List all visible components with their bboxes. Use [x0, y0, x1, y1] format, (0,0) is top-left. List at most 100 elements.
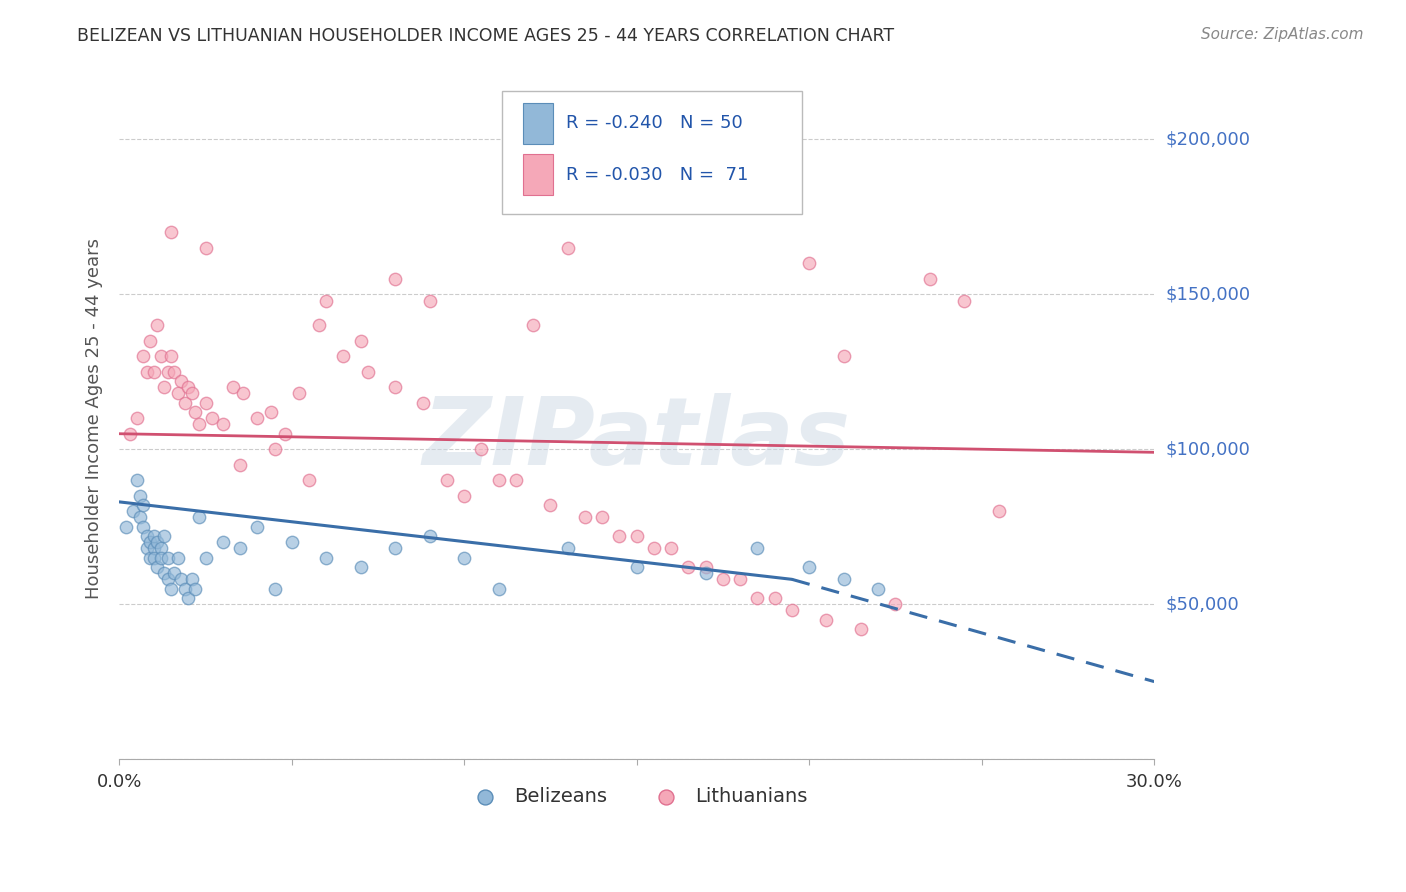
Point	[129, 489, 152, 503]
Point	[170, 374, 193, 388]
Text: $100,000: $100,000	[1166, 441, 1250, 458]
Point	[173, 396, 195, 410]
Point	[574, 510, 596, 524]
Point	[488, 473, 510, 487]
Point	[384, 380, 406, 394]
Point	[232, 386, 254, 401]
Point	[132, 519, 155, 533]
Text: $50,000: $50,000	[1166, 595, 1239, 613]
Point	[177, 591, 200, 605]
Point	[160, 582, 183, 596]
Y-axis label: Householder Income Ages 25 - 44 years: Householder Income Ages 25 - 44 years	[86, 238, 103, 599]
Point	[453, 550, 475, 565]
Point	[246, 411, 269, 425]
Point	[222, 380, 245, 394]
Point	[763, 591, 786, 605]
Point	[332, 349, 354, 363]
Point	[287, 386, 309, 401]
Point	[149, 349, 172, 363]
Point	[281, 535, 304, 549]
Point	[132, 349, 155, 363]
Point	[135, 365, 157, 379]
Point	[167, 550, 190, 565]
Point	[678, 560, 700, 574]
Point	[153, 529, 176, 543]
Point	[356, 365, 378, 379]
Point	[453, 489, 475, 503]
Point	[139, 334, 162, 348]
Point	[211, 535, 233, 549]
Point	[315, 550, 337, 565]
Text: ZIPatlas: ZIPatlas	[423, 392, 851, 484]
Point	[987, 504, 1010, 518]
Point	[125, 473, 148, 487]
Point	[747, 541, 769, 556]
Point	[728, 572, 751, 586]
Point	[780, 603, 803, 617]
Point	[184, 405, 207, 419]
Point	[156, 572, 179, 586]
Point	[591, 510, 613, 524]
Text: R = -0.030   N =  71: R = -0.030 N = 71	[567, 166, 749, 184]
Point	[146, 318, 169, 333]
Point	[557, 541, 579, 556]
Point	[129, 510, 152, 524]
Point	[274, 426, 297, 441]
Point	[384, 272, 406, 286]
Point	[711, 572, 734, 586]
Point	[142, 529, 165, 543]
Point	[139, 550, 162, 565]
Point	[187, 510, 209, 524]
Point	[260, 405, 283, 419]
Point	[180, 386, 202, 401]
Point	[659, 541, 682, 556]
Text: $150,000: $150,000	[1166, 285, 1250, 303]
Point	[194, 396, 217, 410]
Point	[229, 541, 252, 556]
FancyBboxPatch shape	[502, 91, 803, 214]
Point	[263, 582, 285, 596]
Point	[149, 541, 172, 556]
Legend: Belizeans, Lithuanians: Belizeans, Lithuanians	[458, 780, 815, 814]
Point	[298, 473, 321, 487]
Point	[118, 426, 141, 441]
Point	[135, 541, 157, 556]
Point	[156, 550, 179, 565]
Point	[832, 572, 855, 586]
Point	[884, 597, 907, 611]
Point	[695, 560, 717, 574]
Point	[142, 541, 165, 556]
Point	[211, 417, 233, 432]
Point	[505, 473, 527, 487]
Point	[194, 241, 217, 255]
Point	[868, 582, 890, 596]
Point	[609, 529, 631, 543]
Point	[953, 293, 976, 308]
Point	[160, 349, 183, 363]
FancyBboxPatch shape	[523, 103, 553, 144]
Point	[540, 498, 562, 512]
Point	[132, 498, 155, 512]
Text: R = -0.240   N = 50: R = -0.240 N = 50	[567, 114, 744, 132]
Point	[384, 541, 406, 556]
Point	[180, 572, 202, 586]
Text: Source: ZipAtlas.com: Source: ZipAtlas.com	[1201, 27, 1364, 42]
Point	[167, 386, 190, 401]
Point	[918, 272, 941, 286]
Point	[470, 442, 492, 457]
Text: $200,000: $200,000	[1166, 130, 1250, 148]
Text: BELIZEAN VS LITHUANIAN HOUSEHOLDER INCOME AGES 25 - 44 YEARS CORRELATION CHART: BELIZEAN VS LITHUANIAN HOUSEHOLDER INCOM…	[77, 27, 894, 45]
Point	[173, 582, 195, 596]
Point	[229, 458, 252, 472]
Point	[163, 566, 186, 581]
Point	[747, 591, 769, 605]
Point	[146, 535, 169, 549]
Point	[115, 519, 138, 533]
Point	[177, 380, 200, 394]
Point	[201, 411, 224, 425]
Point	[799, 256, 821, 270]
Point	[799, 560, 821, 574]
Point	[412, 396, 434, 410]
Point	[246, 519, 269, 533]
FancyBboxPatch shape	[523, 154, 553, 194]
